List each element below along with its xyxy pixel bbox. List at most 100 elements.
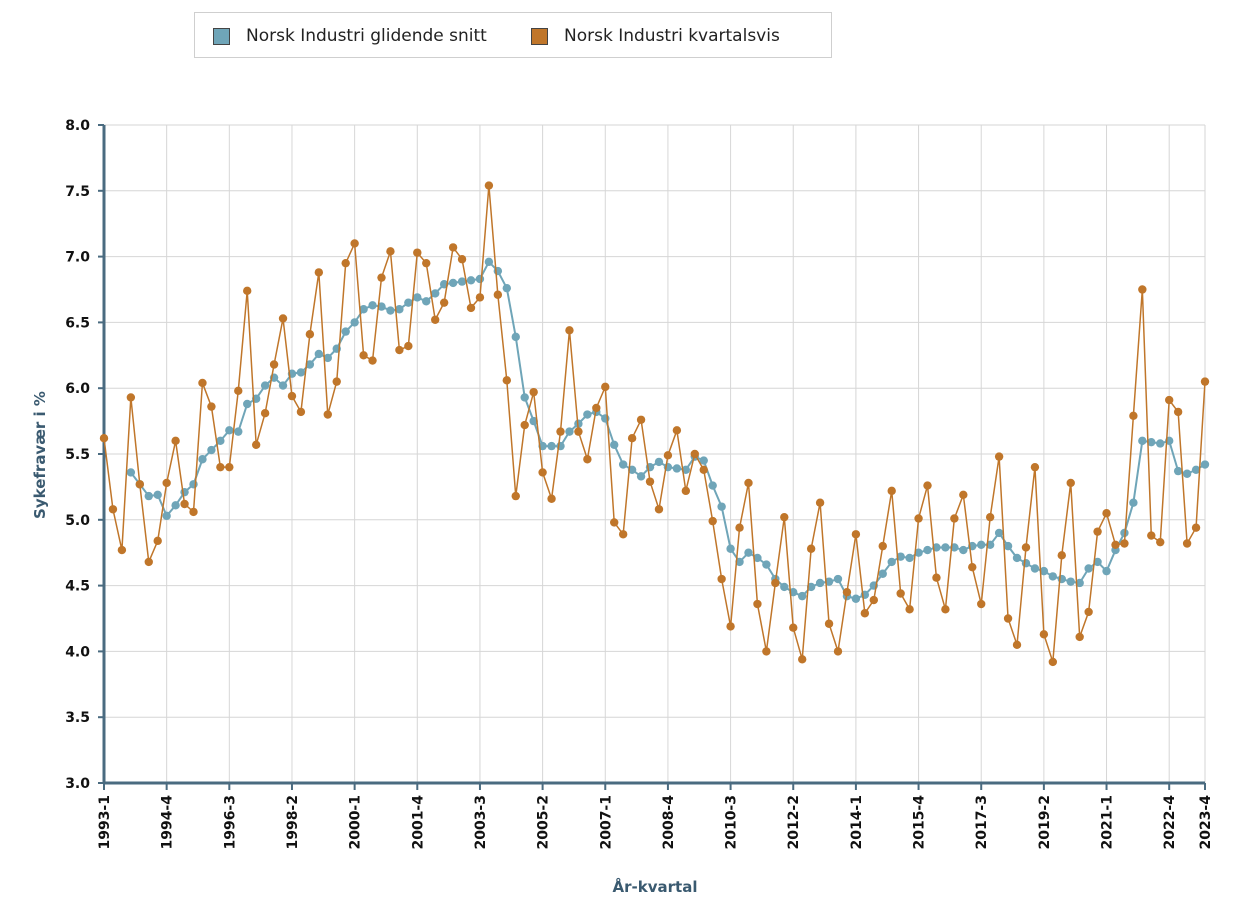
data-point[interactable] — [475, 274, 485, 284]
data-point[interactable] — [359, 351, 368, 360]
data-point[interactable] — [896, 589, 905, 598]
data-point[interactable] — [207, 445, 216, 455]
data-point[interactable] — [1012, 640, 1022, 650]
data-point[interactable] — [574, 427, 583, 436]
data-point[interactable] — [1048, 572, 1058, 581]
data-point[interactable] — [368, 301, 377, 310]
data-point[interactable] — [216, 436, 225, 446]
data-point[interactable] — [681, 486, 691, 496]
data-point[interactable] — [377, 273, 386, 282]
data-point[interactable] — [851, 594, 861, 603]
data-point[interactable] — [1066, 478, 1075, 488]
data-point[interactable] — [1138, 436, 1147, 446]
data-point[interactable] — [153, 490, 162, 499]
data-point[interactable] — [368, 356, 377, 365]
data-point[interactable] — [708, 516, 717, 526]
data-point[interactable] — [386, 306, 395, 315]
data-point[interactable] — [1111, 540, 1120, 549]
data-point[interactable] — [377, 302, 386, 311]
data-point[interactable] — [833, 574, 843, 584]
data-point[interactable] — [457, 277, 467, 286]
legend-item-moving-average[interactable]: Norsk Industri glidende snitt — [213, 26, 487, 46]
data-point[interactable] — [260, 409, 270, 418]
data-point[interactable] — [305, 360, 315, 369]
data-point[interactable] — [798, 655, 807, 664]
data-point[interactable] — [1173, 466, 1183, 476]
data-point[interactable] — [216, 462, 225, 472]
data-point[interactable] — [475, 293, 485, 302]
data-point[interactable] — [1021, 543, 1031, 552]
data-point[interactable] — [502, 376, 511, 385]
data-point[interactable] — [135, 480, 144, 489]
data-point[interactable] — [565, 326, 574, 335]
data-point[interactable] — [144, 491, 153, 501]
data-point[interactable] — [171, 436, 180, 446]
data-point[interactable] — [959, 545, 968, 555]
data-point[interactable] — [287, 391, 297, 401]
data-point[interactable] — [744, 478, 753, 488]
data-point[interactable] — [636, 472, 646, 481]
data-point[interactable] — [914, 514, 923, 523]
data-point[interactable] — [171, 501, 180, 510]
data-point[interactable] — [860, 609, 870, 618]
data-point[interactable] — [914, 548, 923, 557]
data-point[interactable] — [395, 345, 404, 355]
data-point[interactable] — [905, 605, 914, 614]
data-point[interactable] — [923, 545, 932, 555]
data-point[interactable] — [1120, 539, 1129, 548]
data-point[interactable] — [618, 530, 628, 539]
data-point[interactable] — [1200, 460, 1210, 469]
data-point[interactable] — [1093, 527, 1102, 536]
data-point[interactable] — [627, 434, 637, 443]
data-point[interactable] — [323, 410, 332, 419]
data-point[interactable] — [1048, 657, 1058, 667]
data-point[interactable] — [126, 393, 136, 402]
data-point[interactable] — [260, 381, 270, 390]
data-point[interactable] — [1030, 564, 1040, 573]
data-point[interactable] — [726, 544, 735, 553]
data-point[interactable] — [404, 298, 413, 307]
data-point[interactable] — [180, 499, 189, 509]
data-point[interactable] — [332, 377, 341, 386]
data-point[interactable] — [592, 403, 601, 413]
data-point[interactable] — [878, 541, 887, 551]
data-point[interactable] — [484, 181, 494, 190]
data-point[interactable] — [207, 402, 216, 411]
data-point[interactable] — [959, 490, 968, 499]
data-point[interactable] — [985, 512, 995, 522]
data-point[interactable] — [1039, 630, 1049, 639]
data-point[interactable] — [699, 456, 708, 465]
legend-item-quarterly[interactable]: Norsk Industri kvartalsvis — [531, 26, 780, 46]
data-point[interactable] — [815, 498, 825, 507]
data-point[interactable] — [466, 276, 476, 285]
data-point[interactable] — [520, 420, 529, 430]
data-point[interactable] — [1102, 566, 1111, 576]
data-point[interactable] — [780, 512, 789, 522]
data-point[interactable] — [672, 426, 682, 435]
data-point[interactable] — [1191, 465, 1201, 474]
data-point[interactable] — [386, 247, 395, 256]
data-point[interactable] — [735, 523, 744, 532]
data-point[interactable] — [162, 511, 171, 521]
data-point[interactable] — [189, 480, 198, 489]
data-point[interactable] — [1084, 607, 1093, 617]
data-point[interactable] — [296, 407, 306, 417]
data-point[interactable] — [153, 536, 162, 546]
data-point[interactable] — [941, 605, 950, 614]
data-point[interactable] — [806, 544, 816, 553]
data-point[interactable] — [529, 387, 538, 397]
data-point[interactable] — [994, 528, 1004, 538]
data-point[interactable] — [869, 595, 878, 605]
data-point[interactable] — [108, 505, 118, 514]
data-point[interactable] — [448, 278, 458, 288]
data-point[interactable] — [1147, 437, 1156, 447]
data-point[interactable] — [511, 332, 520, 342]
data-point[interactable] — [654, 505, 664, 514]
data-point[interactable] — [404, 341, 413, 351]
data-point[interactable] — [323, 353, 332, 363]
data-point[interactable] — [234, 427, 243, 436]
data-point[interactable] — [422, 258, 431, 268]
data-point[interactable] — [305, 330, 315, 339]
data-point[interactable] — [493, 266, 503, 276]
data-point[interactable] — [439, 298, 449, 307]
